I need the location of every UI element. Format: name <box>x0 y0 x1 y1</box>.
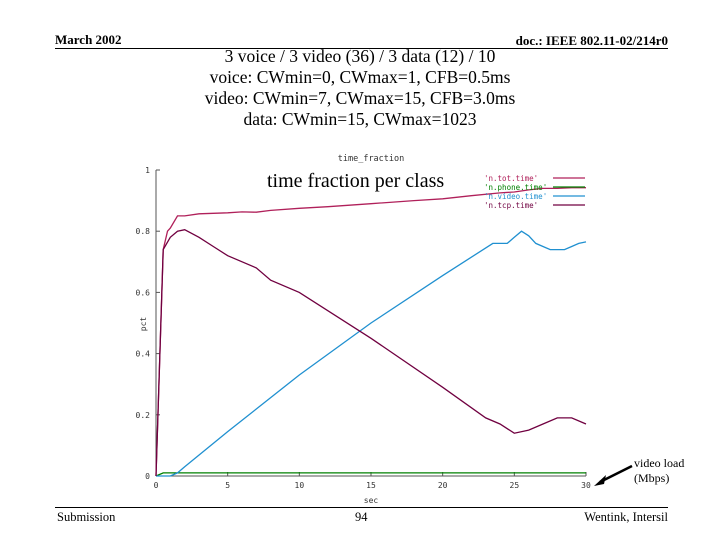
chart-series <box>155 187 587 477</box>
footer-page-number: 94 <box>355 510 368 524</box>
x-axis-label: sec <box>364 496 379 505</box>
footer-author: Wentink, Intersil <box>584 510 668 524</box>
x-tick-label: 15 <box>366 481 376 490</box>
video-load-annotation: video load (Mbps) <box>634 456 684 486</box>
chart-title: time_fraction <box>338 154 405 164</box>
header-rule <box>55 48 668 49</box>
x-tick-label: 0 <box>154 481 159 490</box>
x-tick-label: 30 <box>581 481 591 490</box>
footer-submission: Submission <box>57 510 116 524</box>
annotation-arrowhead <box>594 475 606 486</box>
x-tick-label: 25 <box>510 481 520 490</box>
x-tick-label: 20 <box>438 481 448 490</box>
series-line-3 <box>156 230 587 477</box>
y-tick-label: 0.6 <box>136 288 151 297</box>
annotation-line-2: (Mbps) <box>634 471 670 485</box>
title-line-3: video: CWmin=7, CWmax=15, CFB=3.0ms <box>204 88 516 108</box>
legend-label-1: 'n.tot.time' <box>484 174 538 183</box>
y-tick-label: 0.8 <box>136 227 151 236</box>
x-tick-label: 10 <box>295 481 305 490</box>
legend-label-3: 'n.video.time' <box>484 192 547 201</box>
title-line-4: data: CWmin=15, CWmax=1023 <box>243 109 477 129</box>
annotation-line-1: video load <box>634 456 685 470</box>
x-tick-label: 5 <box>225 481 230 490</box>
legend-label-4: 'n.tcp.time' <box>484 201 538 210</box>
y-tick-label: 0 <box>145 472 150 481</box>
annotation-arrow <box>599 464 633 484</box>
y-tick-label: 0.4 <box>136 350 151 359</box>
title-line-1: 3 voice / 3 video (36) / 3 data (12) / 1… <box>224 46 496 66</box>
overlay-title: time fraction per class <box>266 170 446 193</box>
title-line-2: voice: CWmin=0, CWmax=1, CFB=0.5ms <box>209 67 511 87</box>
y-tick-label: 0.2 <box>136 411 151 420</box>
header-date: March 2002 <box>55 32 122 47</box>
y-axis-label: pct <box>139 317 148 332</box>
chart-legend: 'n.tot.time''n.phone.time''n.video.time'… <box>484 174 585 210</box>
y-tick-label: 1 <box>145 166 150 175</box>
series-line-1 <box>155 187 586 477</box>
series-line-4 <box>155 229 587 477</box>
slide-title: 3 voice / 3 video (36) / 3 data (12) / 1… <box>150 46 570 130</box>
footer-rule <box>55 507 668 508</box>
legend-label-2: 'n.phone.time' <box>484 183 547 192</box>
header-doc-id: doc.: IEEE 802.11-02/214r0 <box>515 33 668 48</box>
series-line-2 <box>155 472 586 477</box>
